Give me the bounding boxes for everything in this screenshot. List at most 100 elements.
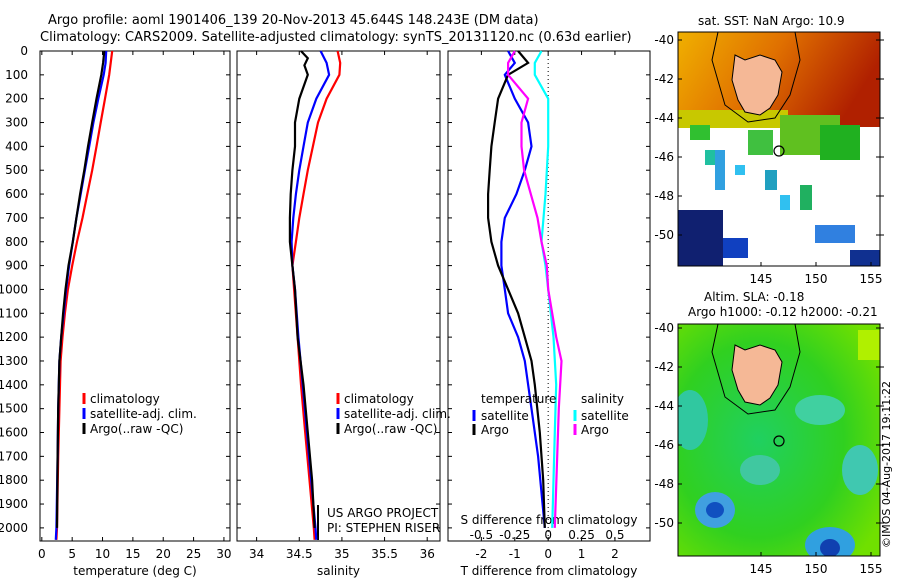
legend-label: climatology [344,392,414,406]
xtick-label: 5 [68,547,76,561]
tasmania-land-sla [731,344,783,406]
ytick-label: 500 [5,163,28,177]
sst-map [678,32,880,266]
argo-location-marker-sla [773,435,785,447]
ytick-label: 600 [5,187,28,201]
lat-tick-label: -50 [654,516,674,530]
tasmania-land [731,54,783,116]
title-line-2: Climatology: CARS2009. Satellite-adjuste… [40,30,632,45]
project-annotation: US ARGO PROJECT [327,506,439,520]
xtick-label: -1 [509,547,521,561]
legend-label: satellite [481,409,529,423]
ytick-label: 800 [5,235,28,249]
ytick-label: 1300 [0,354,28,368]
legend-label: satellite-adj. clim. [90,407,197,421]
legend-label: satellite [581,409,629,423]
lat-tick-label: -40 [654,33,674,47]
xtick-label: -2 [475,547,487,561]
ytick-label: 1400 [0,378,28,392]
salinity-frame [236,50,441,542]
ytick-label: 700 [5,211,28,225]
lon-tick-label: 150 [805,562,828,576]
bathymetry-contour-sla [711,324,801,415]
xtick-label: 1 [578,547,586,561]
lat-tick-label: -50 [654,228,674,242]
legend-label: Argo(..raw -QC) [90,422,183,436]
xtick-label: 34.5 [286,547,313,561]
salinity-xlabel: salinity [317,564,360,578]
lat-tick-label: -42 [654,360,674,374]
ytick-label: 1000 [0,282,28,296]
legend-label: climatology [90,392,160,406]
lat-tick-label: -42 [654,72,674,86]
series-s-argo [507,50,563,528]
sla-map-title-2: Argo h1000: -0.12 h2000: -0.21 [688,305,878,319]
project-annotation: PI: STEPHEN RISER [327,521,440,535]
xtick-label: 25 [186,547,201,561]
series-t-argo [487,50,546,528]
xtick-label: 10 [95,547,110,561]
lon-tick-label: 145 [750,272,773,286]
ytick-label: 1200 [0,330,28,344]
difference-xlabel: T difference from climatology [460,564,638,578]
x2tick-label: 0 [544,528,552,542]
legend-label: Argo [481,423,509,437]
legend-label: Argo [581,423,609,437]
ytick-label: 2000 [0,521,28,535]
x2tick-label: 0.25 [568,528,595,542]
imos-stamp: ©IMOS 04-Aug-2017 19:11:22 [880,381,893,548]
lon-tick-label: 155 [860,272,883,286]
legend-title-temperature: temperature [481,392,556,406]
lat-tick-label: -48 [654,477,674,491]
ytick-label: 300 [5,116,28,130]
xtick-label: 15 [125,547,140,561]
lat-tick-label: -46 [654,438,674,452]
series-argo-raw-qc- [55,50,106,528]
lon-tick-label: 155 [860,562,883,576]
xtick-label: 20 [156,547,171,561]
xtick-label: 0 [544,547,552,561]
x2tick-label: 0.5 [605,528,624,542]
sla-map-title-1: Altim. SLA: -0.18 [704,290,805,304]
lon-tick-label: 145 [750,562,773,576]
xtick-label: 35.5 [371,547,398,561]
ytick-label: 1900 [0,497,28,511]
series-climatology [291,50,342,540]
ytick-label: 100 [5,68,28,82]
xtick-label: 30 [216,547,231,561]
argo-location-marker [773,145,785,157]
legend-label: satellite-adj. clim. [344,407,451,421]
xtick-label: 35 [334,547,349,561]
legend-title-salinity: salinity [581,392,624,406]
series-t-satellite [500,50,546,529]
x2tick-label: -0.25 [499,528,530,542]
temperature-xlabel: temperature (deg C) [73,564,196,578]
xtick-label: 34 [249,547,264,561]
title-line-1: Argo profile: aoml 1901406_139 20-Nov-20… [48,13,539,28]
ytick-label: 1800 [0,473,28,487]
ytick-label: 1700 [0,449,28,463]
ytick-label: 0 [20,44,28,58]
ytick-label: 900 [5,259,28,273]
sst-map-title: sat. SST: NaN Argo: 10.9 [698,14,845,28]
s-diff-label: S difference from climatology [461,513,638,527]
difference-frame [447,50,651,542]
lat-tick-label: -46 [654,150,674,164]
bathymetry-contour [711,32,801,123]
ytick-label: 1500 [0,402,28,416]
panel-salinity: 34 34.5 35 35.5 36 salinity climatologysatelli… [236,50,451,578]
series-argo-raw-qc- [288,50,316,528]
ytick-label: 200 [5,92,28,106]
lat-tick-label: -44 [654,399,674,413]
lon-tick-label: 150 [805,272,828,286]
xtick-label: 2 [611,547,619,561]
sla-map [678,324,880,556]
panel-difference: -2 -1 0 1 2 T difference from climatology S di… [447,50,651,578]
ytick-label: 400 [5,139,28,153]
xtick-label: 36 [420,547,435,561]
lat-tick-label: -48 [654,189,674,203]
lat-tick-label: -40 [654,321,674,335]
ytick-label: 1600 [0,426,28,440]
lat-tick-label: -44 [654,111,674,125]
